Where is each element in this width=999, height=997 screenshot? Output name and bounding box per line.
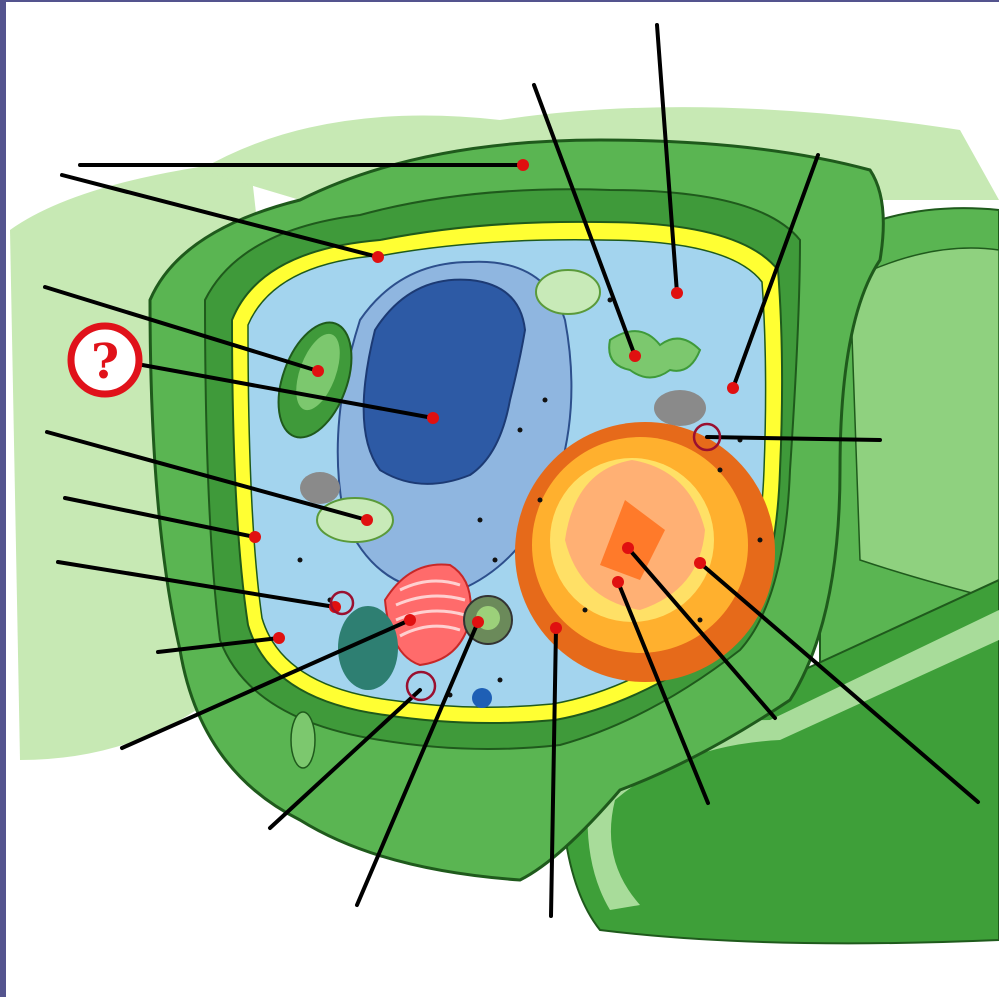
vesicle-grey-left (300, 472, 340, 504)
slide-top-border (0, 0, 999, 2)
vesicle-grey-right (654, 390, 706, 426)
pointer-dot-11 (472, 616, 484, 628)
leader-line-18 (655, 23, 679, 295)
golgi-stripes (395, 579, 466, 638)
pointer-dots (249, 159, 739, 644)
pointer-dot-13 (612, 576, 624, 588)
leader-line-2 (60, 173, 380, 259)
leader-line-12 (549, 626, 558, 918)
adjacent-cell-bottom-band (587, 610, 999, 910)
pointer-dot-5 (361, 514, 373, 526)
mitochondrion-top (535, 269, 601, 315)
pointer-dot-8 (273, 632, 285, 644)
leader-line-14 (626, 546, 777, 720)
pointer-dot-1 (517, 159, 529, 171)
pointer-dot-3 (312, 365, 324, 377)
pointer-dot-6 (249, 531, 261, 543)
ring-marker-vesicle-bottom (405, 670, 437, 702)
leader-line-10 (268, 688, 422, 830)
leader-line-6 (63, 496, 257, 539)
pointer-dot-12 (550, 622, 562, 634)
blue-dot (472, 688, 492, 708)
leader-line-9 (120, 618, 412, 750)
slide-left-border (0, 0, 6, 997)
wall-pit (290, 711, 316, 769)
leader-line-13 (616, 580, 710, 805)
ribosomes (297, 297, 763, 698)
pointer-dot-2 (372, 251, 384, 263)
leader-line-16 (705, 435, 882, 442)
leader-line-11 (355, 620, 480, 907)
question-ring (67, 322, 143, 398)
ring-marker-vesicle-right (692, 422, 722, 452)
orange-organelle-wedge (600, 500, 665, 580)
pointer-dot-17 (727, 382, 739, 394)
pointer-dot-15 (694, 557, 706, 569)
mitochondrion-left (316, 497, 394, 543)
leader-line-8 (156, 636, 281, 654)
leader-line-4 (113, 358, 435, 420)
adjacent-cell-right-inner (849, 247, 999, 601)
nucleus (362, 278, 527, 485)
pointer-dot-14 (622, 542, 634, 554)
pointer-dot-4 (427, 412, 439, 424)
pointer-dot-9 (404, 614, 416, 626)
teal-organelle (338, 606, 398, 690)
leader-lines (43, 23, 980, 918)
leader-line-17 (731, 153, 820, 390)
ring-marker-vesicle-left (329, 590, 355, 616)
leader-line-7 (56, 560, 337, 609)
leader-line-5 (45, 430, 369, 522)
pointer-dot-19 (629, 350, 641, 362)
leader-line-3 (43, 285, 320, 373)
leader-line-19 (532, 83, 637, 358)
question-mark-text: ? (91, 334, 119, 390)
pointer-dot-18 (671, 287, 683, 299)
leader-line-15 (698, 561, 980, 804)
question-marker: ? (67, 322, 143, 398)
